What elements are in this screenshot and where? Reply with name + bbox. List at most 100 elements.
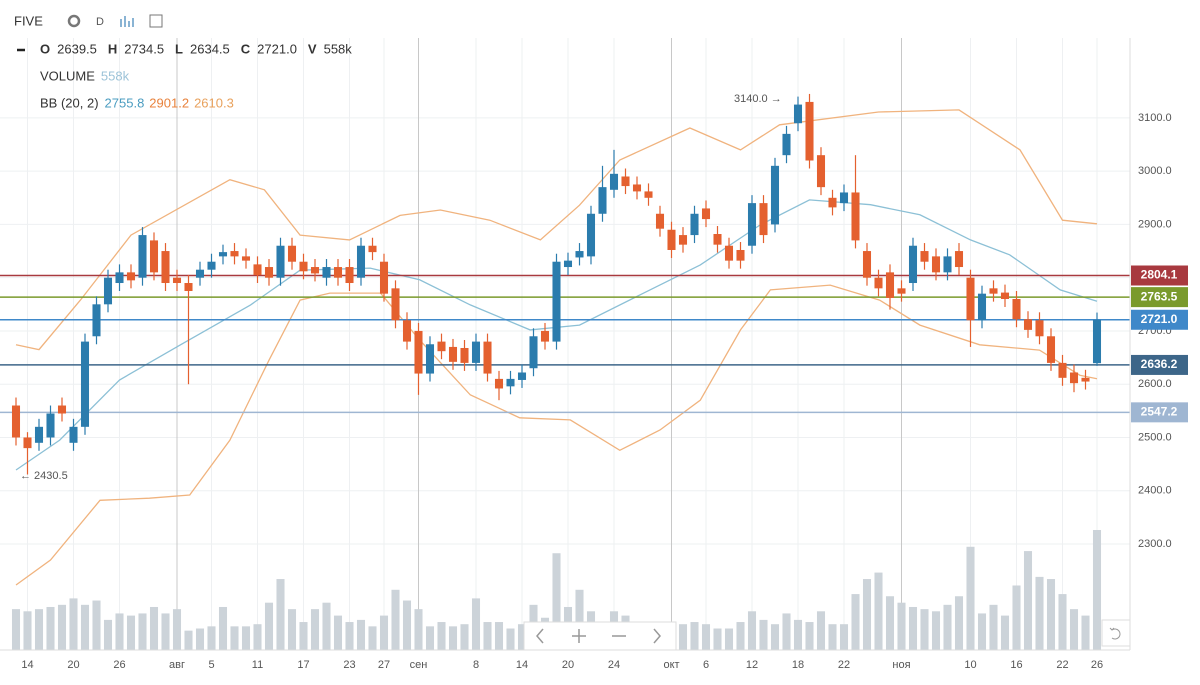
volume-bar (80, 604, 90, 650)
volume-bar (805, 622, 814, 650)
candle-body (598, 187, 607, 214)
candle-body (333, 267, 343, 278)
y-tick-label: 3000.0 (1138, 165, 1172, 177)
candle-body (943, 256, 952, 273)
volume-bar (46, 606, 55, 650)
candle-body (747, 203, 757, 246)
volume-bar (115, 613, 124, 650)
candle-body (908, 245, 918, 284)
volume-bar (425, 626, 435, 650)
volume-bar (69, 598, 78, 650)
volume-bar (1012, 585, 1021, 650)
volume-bar (897, 602, 906, 650)
low-annotation: ← 2430.5 (20, 470, 68, 482)
volume-bar (954, 596, 964, 650)
band-line (15, 284, 1098, 586)
volume-bar (11, 609, 21, 650)
indicator-value: 2755.8 (105, 95, 145, 110)
volume-bar (828, 624, 837, 650)
volume-bar (414, 609, 423, 650)
nav-right[interactable] (653, 628, 661, 644)
candle-body (989, 288, 998, 294)
volume-bar (195, 628, 205, 650)
candles (11, 93, 1102, 475)
volume-bar (138, 613, 147, 650)
candle-body (885, 272, 895, 298)
candle-body (759, 203, 768, 236)
candle-body (368, 245, 377, 253)
volume-bar (943, 604, 952, 650)
candle-body (1046, 336, 1056, 363)
candle-body (897, 288, 906, 294)
volume-bar (57, 604, 67, 650)
volume-bar (1092, 530, 1102, 650)
candle-body (299, 261, 308, 272)
candle-body (966, 277, 975, 321)
candle-body (391, 288, 400, 321)
candle-body (23, 437, 32, 449)
volume-bar (471, 598, 481, 650)
candle-body (218, 252, 228, 257)
candle-body (736, 249, 745, 261)
volume-bar (310, 609, 320, 650)
x-tick-label: 14 (21, 659, 33, 671)
candle-body (126, 272, 136, 281)
volume-bar (966, 546, 975, 650)
reset-button[interactable] (1101, 619, 1131, 647)
readout-key: C (241, 41, 251, 56)
volume-bar (839, 624, 849, 650)
candle-body (862, 251, 872, 278)
candle-body (644, 191, 653, 198)
band-line (15, 199, 1098, 471)
candle-body (701, 208, 711, 220)
candle-body (471, 341, 481, 363)
price-tag (1131, 402, 1188, 423)
volume-bar (345, 622, 354, 650)
candle-body (46, 413, 55, 438)
volume-bar (448, 626, 458, 650)
candle-body (402, 320, 412, 342)
candle-body (690, 213, 699, 236)
readout-key: V (308, 41, 317, 56)
x-tick-label: 26 (113, 659, 125, 671)
candle-body (575, 251, 584, 258)
x-tick-label: 10 (964, 659, 976, 671)
nav-left[interactable] (536, 628, 544, 644)
price-tag (1131, 287, 1188, 308)
volume-bar (322, 602, 331, 650)
price-tag-label: 2721.0 (1141, 312, 1178, 326)
x-tick-label: 20 (67, 659, 79, 671)
volume-bar (483, 622, 492, 650)
volume-bar (161, 613, 170, 650)
interval: D (96, 16, 104, 28)
y-tick-label: 2300.0 (1138, 538, 1172, 550)
candle-body (57, 405, 67, 414)
candle-body (34, 426, 44, 443)
nav-zoom-in[interactable] (572, 629, 586, 643)
volume-bar (747, 611, 757, 650)
candle-body (1023, 319, 1033, 330)
x-tick-label: 18 (792, 659, 804, 671)
readout-key: O (40, 41, 50, 56)
candle-body (609, 173, 619, 190)
y-tick-label: 2900.0 (1138, 218, 1172, 230)
readout-key: H (108, 41, 117, 56)
candle-body (230, 251, 239, 257)
readout-key: L (175, 41, 183, 56)
candle-body (1069, 372, 1079, 384)
time-axis: 14 20 26 авг 5 11 17 23 27 сен 8 14 20 24 окт 6 12 18 22 но… (21, 659, 1103, 671)
volume-bar (333, 615, 343, 650)
volume-bar (736, 622, 745, 650)
volume-bar (241, 626, 251, 650)
candle-body (494, 378, 504, 389)
x-tick-label: 12 (746, 659, 758, 671)
price-axis: 2300.02400.02500.02600.02700.02800.02900… (1131, 112, 1188, 550)
candle-body (621, 176, 630, 187)
navigation (523, 619, 1131, 651)
x-tick-label: 27 (378, 659, 390, 671)
candle-body (448, 346, 458, 362)
volume-bar (379, 615, 389, 650)
candle-body (138, 235, 147, 278)
candle-body (149, 240, 159, 273)
candle-body (287, 245, 297, 262)
